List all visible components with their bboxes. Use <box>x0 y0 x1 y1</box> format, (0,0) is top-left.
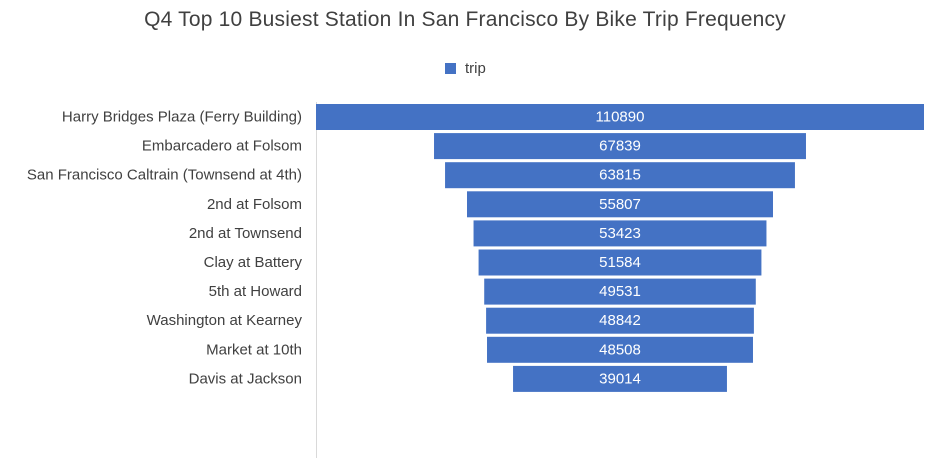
bar-value-label: 55807 <box>599 196 641 213</box>
bar <box>513 365 727 392</box>
bar-value-label: 53423 <box>599 225 641 242</box>
category-label: 5th at Howard <box>209 283 302 300</box>
category-label: Washington at Kearney <box>147 312 303 329</box>
category-label: 2nd at Townsend <box>189 225 302 242</box>
bar-value-label: 63815 <box>599 167 641 184</box>
category-label: 2nd at Folsom <box>207 196 302 213</box>
bar <box>316 104 924 130</box>
bar <box>484 278 756 305</box>
bar-value-label: 67839 <box>599 138 641 155</box>
category-labels-group: Harry Bridges Plaza (Ferry Building) Emba… <box>27 109 303 388</box>
bar <box>467 191 773 218</box>
bar-value-label: 48842 <box>599 312 641 329</box>
bar-value-label: 48508 <box>599 341 641 358</box>
category-label: San Francisco Caltrain (Townsend at 4th) <box>27 167 302 184</box>
value-labels-group: 110890 67839 63815 55807 53423 51584 49531 4884… <box>596 109 645 388</box>
bar <box>445 162 795 189</box>
legend-label-trip: trip <box>465 60 486 77</box>
category-label: Harry Bridges Plaza (Ferry Building) <box>62 109 302 126</box>
legend-swatch-trip <box>445 63 456 74</box>
category-label: Davis at Jackson <box>189 370 302 387</box>
bar <box>478 249 762 276</box>
bar <box>434 133 806 160</box>
bar-value-label: 110890 <box>596 109 645 126</box>
bar-value-label: 51584 <box>599 254 641 271</box>
category-label: Embarcadero at Folsom <box>142 138 302 155</box>
bar <box>487 336 753 363</box>
chart-title: Q4 Top 10 Busiest Station In San Francis… <box>144 8 786 31</box>
bar <box>486 307 754 334</box>
category-label: Market at 10th <box>206 341 302 358</box>
category-label: Clay at Battery <box>204 254 303 271</box>
bar-value-label: 49531 <box>599 283 641 300</box>
legend: trip <box>445 60 486 77</box>
bar <box>473 220 767 247</box>
bar-value-label: 39014 <box>599 370 641 387</box>
bars-group <box>316 104 924 392</box>
